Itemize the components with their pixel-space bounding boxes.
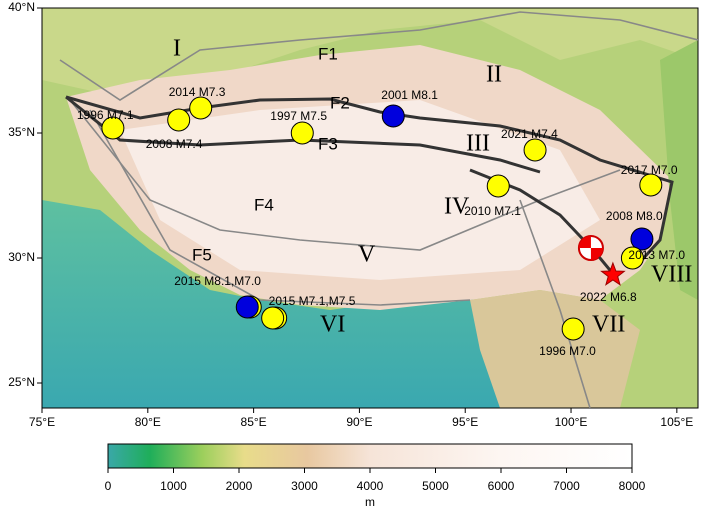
epicenter-star bbox=[600, 261, 626, 286]
fault-label: F4 bbox=[254, 195, 274, 214]
x-tick-label: 90°E bbox=[346, 415, 372, 429]
event-label: 2015 M7.1,M7.5 bbox=[269, 294, 356, 308]
colorbar-tick-label: 4000 bbox=[357, 479, 384, 493]
fault-label: F1 bbox=[318, 44, 338, 63]
colorbar-tick-label: 1000 bbox=[160, 479, 187, 493]
region-label: IV bbox=[444, 194, 470, 220]
event-marker bbox=[189, 96, 213, 120]
x-tick-label: 85°E bbox=[241, 415, 267, 429]
y-tick-label: 35°N bbox=[8, 125, 35, 139]
region-label: VII bbox=[592, 312, 625, 338]
y-tick-label: 30°N bbox=[8, 250, 35, 264]
focal-link bbox=[598, 256, 611, 271]
colorbar-tick-label: 2000 bbox=[226, 479, 253, 493]
event-label: 2014 M7.3 bbox=[169, 85, 226, 99]
x-tick-label: 75°E bbox=[29, 415, 55, 429]
x-tick-label: 100°E bbox=[555, 415, 588, 429]
event-label: 1996 M7.0 bbox=[539, 344, 596, 358]
fault-label: F2 bbox=[330, 93, 350, 112]
event-label: 2017 M7.0 bbox=[621, 163, 678, 177]
colorbar-tick-label: 8000 bbox=[619, 479, 646, 493]
event-label: 2015 M8.1,M7.0 bbox=[174, 274, 261, 288]
event-marker bbox=[235, 295, 259, 319]
event-marker bbox=[290, 121, 314, 145]
terrain bbox=[42, 8, 698, 408]
y-tick-label: 40°N bbox=[8, 0, 35, 14]
fault-label: F5 bbox=[192, 245, 212, 264]
event-marker bbox=[101, 116, 125, 140]
event-marker bbox=[381, 104, 405, 128]
event-marker bbox=[561, 317, 585, 341]
region-label: III bbox=[466, 131, 490, 157]
event-marker bbox=[261, 306, 285, 330]
event-label: 2001 M8.1 bbox=[381, 88, 438, 102]
region-label: I bbox=[173, 36, 181, 62]
colorbar-tick-label: 0 bbox=[105, 479, 112, 493]
fault-label: F3 bbox=[318, 134, 338, 153]
region-label: V bbox=[358, 242, 376, 268]
event-marker bbox=[486, 174, 510, 198]
colorbar-tick-label: 7000 bbox=[553, 479, 580, 493]
event-label: 2008 M8.0 bbox=[606, 209, 663, 223]
colorbar-unit: m bbox=[365, 495, 375, 509]
event-marker bbox=[630, 227, 654, 251]
event-marker bbox=[620, 246, 644, 270]
event-label: 2008 M7.4 bbox=[146, 137, 203, 151]
region-label: VIII bbox=[651, 262, 692, 288]
event-label: 1996 M7.1 bbox=[77, 108, 134, 122]
x-tick-label: 80°E bbox=[135, 415, 161, 429]
colorbar-tick-label: 5000 bbox=[422, 479, 449, 493]
colorbar-tick-label: 6000 bbox=[488, 479, 515, 493]
event-marker bbox=[639, 173, 663, 197]
event-label: 2022 M6.8 bbox=[580, 290, 637, 304]
x-tick-label: 95°E bbox=[452, 415, 478, 429]
event-label: 2021 M7.4 bbox=[501, 127, 558, 141]
event-label: 2013 M7.0 bbox=[628, 248, 685, 262]
colorbar-tick-label: 3000 bbox=[291, 479, 318, 493]
y-tick-label: 25°N bbox=[8, 375, 35, 389]
focal-quadrant bbox=[578, 236, 603, 260]
colorbar bbox=[107, 443, 633, 469]
event-marker bbox=[523, 138, 547, 162]
x-tick-label: 105°E bbox=[660, 415, 693, 429]
map-frame bbox=[41, 7, 699, 409]
event-label: 2010 M7.1 bbox=[464, 204, 521, 218]
event-marker bbox=[167, 108, 191, 132]
event-label: 1997 M7.5 bbox=[270, 109, 327, 123]
region-label: VI bbox=[320, 312, 345, 338]
region-label: II bbox=[486, 62, 502, 88]
